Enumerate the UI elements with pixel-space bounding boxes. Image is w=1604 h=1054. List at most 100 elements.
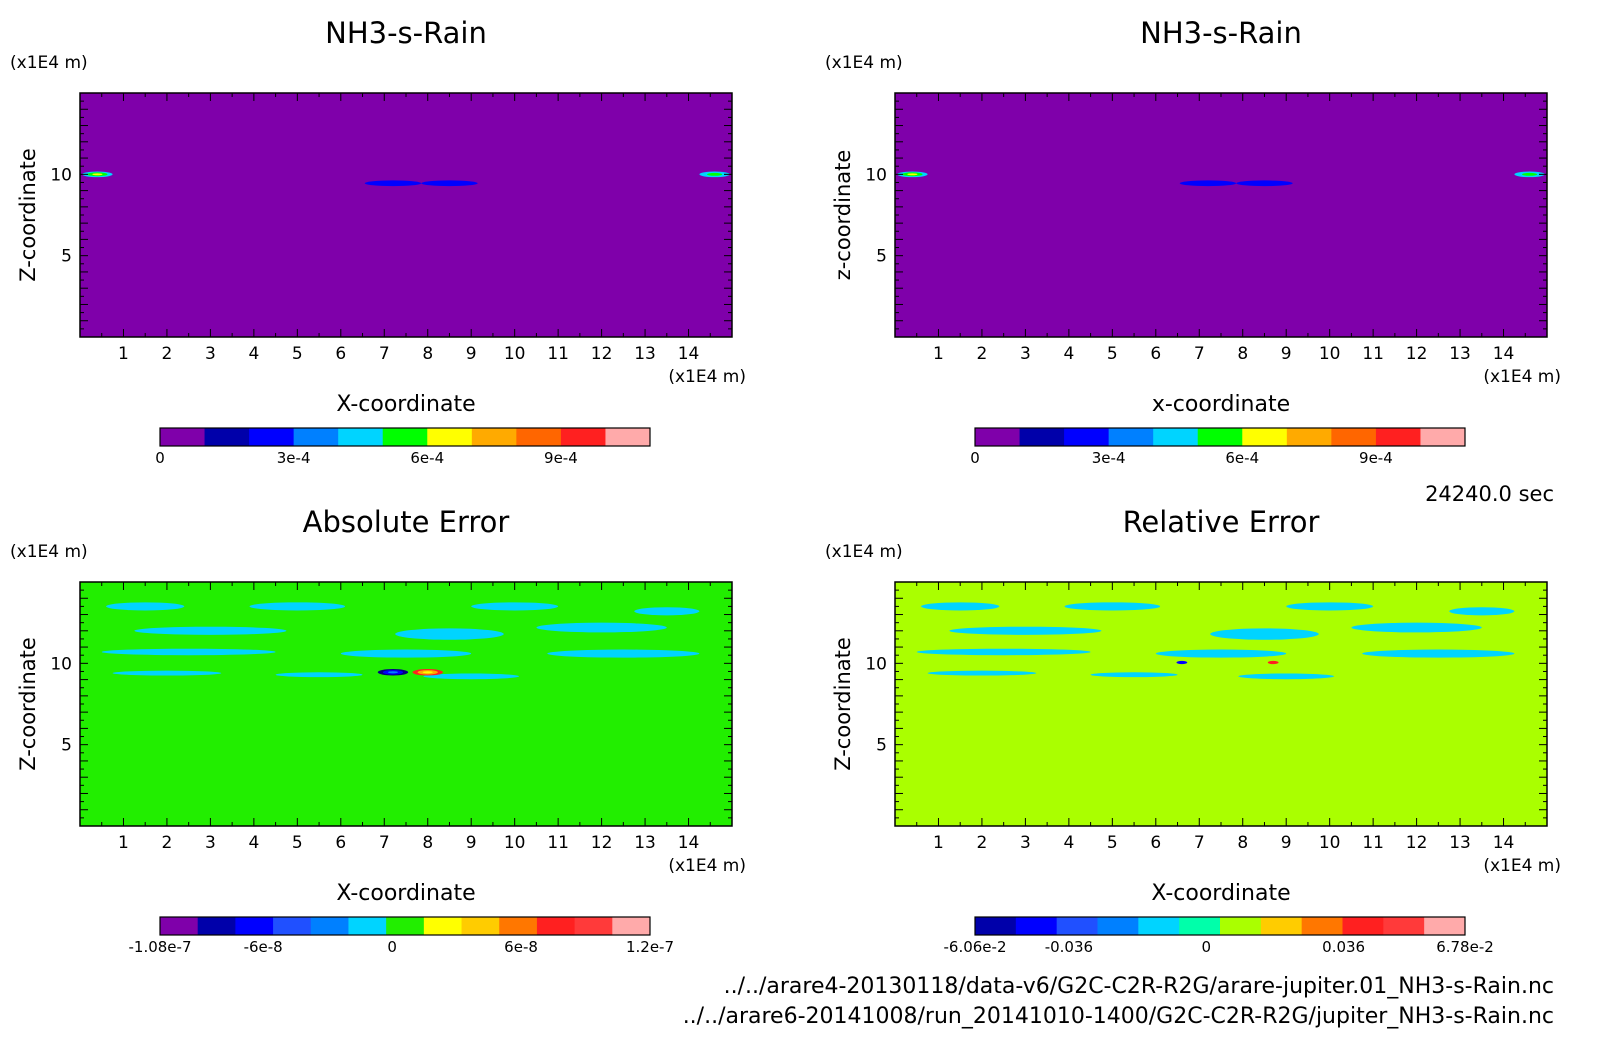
x-axis-label: X-coordinate [1151, 881, 1290, 906]
contour-blob [364, 180, 422, 187]
contour-blob [101, 648, 276, 656]
colorbar-segment [1260, 917, 1303, 935]
contour-blob [112, 670, 222, 676]
colorbar-frame [159, 916, 651, 936]
contour-blob [1286, 602, 1374, 611]
contour-blob [275, 672, 363, 678]
y-tick-label: 5 [61, 247, 72, 267]
y-axis-label: Z-coordinate [16, 637, 40, 771]
colorbar-segment [1375, 428, 1421, 446]
x-tick-label: 11 [547, 344, 569, 364]
x-tick-label: 4 [248, 344, 259, 364]
colorbar-tick-label: 6e-4 [410, 449, 444, 467]
x-tick-label: 4 [1063, 344, 1074, 364]
x-tick-label: 9 [466, 344, 477, 364]
colorbar-tick-label: 0 [1201, 938, 1211, 956]
x-tick-label: 5 [292, 344, 303, 364]
x-tick-label: 13 [1449, 833, 1471, 853]
colorbar-tick-label: 1.2e-7 [626, 938, 674, 956]
colorbar-segment [499, 917, 538, 935]
contour-blob [471, 602, 559, 611]
contour-blob [1522, 172, 1538, 176]
contour-blob [949, 626, 1102, 635]
colorbar-tick-label: -0.036 [1045, 938, 1093, 956]
contour-features [82, 171, 730, 187]
time-label: 24240.0 sec [1425, 482, 1554, 506]
colorbar-segment [461, 917, 500, 935]
colorbar-segment [338, 428, 384, 446]
colorbar-segment [273, 917, 312, 935]
file-path-1: ../../arare4-20130118/data-v6/G2C-C2R-R2… [723, 974, 1554, 999]
contour-blob [1449, 607, 1515, 616]
contour-blob [423, 673, 520, 680]
colorbar-segment [612, 917, 651, 935]
y-unit-label: (x1E4 m) [10, 53, 88, 73]
colorbar-tick-label: 6e-8 [504, 938, 538, 956]
colorbar-segment [382, 428, 428, 446]
x-tick-label: 13 [634, 344, 656, 364]
contour-blob [707, 172, 723, 176]
colorbar-tick-label: 0 [155, 449, 165, 467]
x-tick-label: 14 [1493, 833, 1515, 853]
x-tick-label: 1 [118, 833, 129, 853]
x-tick-label: 6 [1150, 833, 1161, 853]
y-tick-label: 10 [50, 165, 72, 185]
y-tick-label: 5 [61, 736, 72, 756]
colorbar-segment [427, 428, 473, 446]
x-tick-label: 12 [591, 344, 613, 364]
colorbar-segment [204, 428, 250, 446]
x-tick-label: 11 [547, 833, 569, 853]
x-tick-label: 9 [466, 833, 477, 853]
colorbar-segment [310, 917, 349, 935]
x-tick-label: 3 [1020, 344, 1031, 364]
contour-blob [1090, 672, 1178, 678]
x-tick-label: 7 [379, 833, 390, 853]
contour-blob [134, 626, 287, 635]
x-tick-label: 5 [1107, 833, 1118, 853]
x-tick-label: 5 [1107, 344, 1118, 364]
y-tick-label: 10 [865, 654, 887, 674]
plot-area [895, 93, 1547, 337]
colorbar-tick-label: -1.08e-7 [129, 938, 192, 956]
colorbar-segment [516, 428, 562, 446]
contour-features [897, 171, 1545, 187]
y-axis-label: Z-coordinate [16, 148, 40, 282]
colorbar-tick-label: 3e-4 [1092, 449, 1126, 467]
colorbar-segment [1138, 917, 1180, 935]
colorbar-segment [1153, 428, 1199, 446]
x-tick-label: 13 [1449, 344, 1471, 364]
x-tick-label: 8 [1237, 833, 1248, 853]
x-tick-label: 14 [678, 344, 700, 364]
colorbar-segment [386, 917, 425, 935]
x-tick-label: 12 [1406, 344, 1428, 364]
chart-title: NH3-s-Rain [325, 16, 487, 50]
x-tick-label: 6 [335, 344, 346, 364]
colorbar-tick-label: -6.06e-2 [944, 938, 1007, 956]
colorbar-tick-label: 9e-4 [1359, 449, 1393, 467]
y-tick-label: 5 [876, 736, 887, 756]
y-unit-label: (x1E4 m) [825, 53, 903, 73]
colorbar-tick-label: 6e-4 [1225, 449, 1259, 467]
colorbar-segment [1242, 428, 1288, 446]
contour-blob [634, 607, 700, 616]
x-tick-label: 1 [933, 833, 944, 853]
contour-features [101, 602, 700, 680]
x-tick-label: 4 [1063, 833, 1074, 853]
x-tick-label: 2 [977, 833, 988, 853]
contour-blob [1267, 660, 1279, 665]
y-axis-label: Z-coordinate [831, 637, 855, 771]
colorbar-segment [975, 917, 1017, 935]
colorbar-segment [1056, 917, 1098, 935]
colorbar-segment [1015, 917, 1058, 935]
x-tick-label: 3 [205, 833, 216, 853]
x-tick-label: 11 [1362, 344, 1384, 364]
contour-blob [340, 649, 472, 658]
x-tick-label: 8 [422, 833, 433, 853]
plot-area [80, 93, 732, 337]
contour-features [916, 602, 1515, 680]
contour-blob [1351, 622, 1482, 633]
colorbar-segment [1108, 428, 1154, 446]
colorbar-segment [574, 917, 613, 935]
colorbar-tick-label: -6e-8 [244, 938, 283, 956]
contour-blob [395, 628, 504, 640]
